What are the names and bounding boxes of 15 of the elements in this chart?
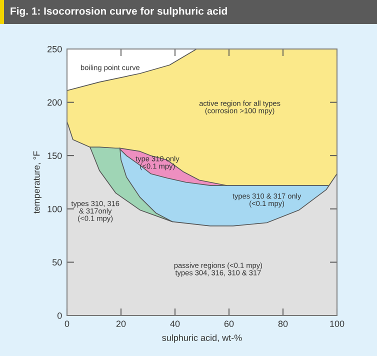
x-tick-label: 80 [278,320,288,327]
y-tick-label: 250 [48,46,62,52]
x-tick-label: 0 [64,320,70,327]
chart-title: Fig. 1: Isocorrosion curve for sulphuric acid [10,7,227,17]
y-tick-label: 50 [52,259,62,266]
x-tick-label: 40 [170,320,180,327]
y-axis-title: temperature, °F [33,151,42,214]
x-tick-label: 60 [224,320,234,327]
y-tick-label: 150 [48,152,62,159]
y-tick-label: 0 [57,312,62,319]
x-axis-title: sulphuric acid, wt-% [162,334,242,343]
x-tick-label: 20 [116,320,126,327]
y-tick-label: 200 [48,99,62,106]
x-tick-label: 100 [330,320,344,327]
y-tick-label: 100 [48,206,62,212]
